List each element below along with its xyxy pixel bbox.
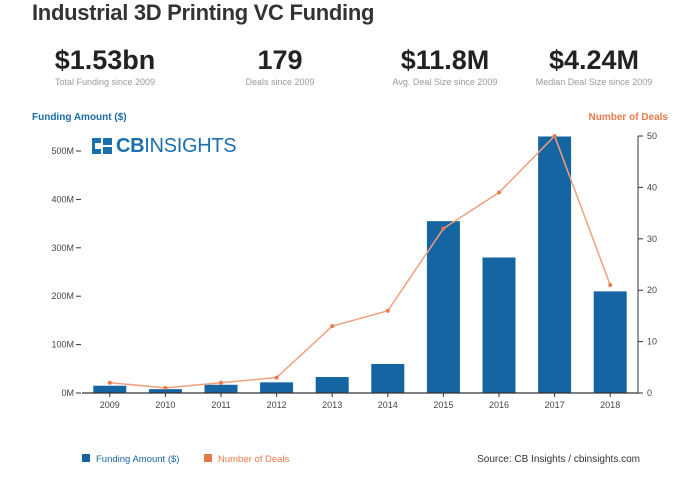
stat-label: Avg. Deal Size since 2009 bbox=[392, 77, 498, 87]
x-tick-label: 2009 bbox=[100, 400, 120, 410]
x-tick-label: 2015 bbox=[433, 400, 453, 410]
y-right-tick-label: 50 bbox=[647, 131, 657, 141]
x-tick-label: 2018 bbox=[600, 400, 620, 410]
bar-2009 bbox=[93, 385, 127, 393]
stat-label: Deals since 2009 bbox=[245, 77, 315, 87]
bar-2017 bbox=[538, 136, 572, 394]
deals-line bbox=[109, 134, 611, 389]
y-left-tick-label: 300M bbox=[51, 243, 74, 253]
bar-2015 bbox=[426, 221, 460, 393]
bar-2011 bbox=[204, 384, 238, 393]
bar-2016 bbox=[482, 257, 516, 393]
stat-deals: 179 Deals since 2009 bbox=[205, 44, 355, 88]
stat-value: $1.53bn bbox=[54, 45, 156, 75]
y-right-axis-title: Number of Deals bbox=[588, 112, 668, 123]
stat-value: 179 bbox=[257, 45, 303, 75]
y-right-tick-label: 10 bbox=[647, 337, 657, 347]
summary-stats: $1.53bn Total Funding since 2009 179 Dea… bbox=[30, 44, 670, 94]
stat-avg-deal-size: $11.8M Avg. Deal Size since 2009 bbox=[360, 44, 530, 88]
deals-point-2011 bbox=[219, 380, 223, 385]
deals-point-2012 bbox=[274, 375, 279, 380]
deals-line-group bbox=[107, 134, 613, 390]
stat-label: Total Funding since 2009 bbox=[54, 77, 156, 87]
logo-text-bold: CB bbox=[116, 135, 145, 157]
y-left-tick-label: 200M bbox=[51, 291, 74, 301]
cbinsights-logo-icon bbox=[92, 138, 112, 154]
legend-item-deals: Number of Deals bbox=[204, 453, 289, 467]
stat-value: $4.24M bbox=[548, 45, 640, 75]
x-tick-label: 2012 bbox=[267, 400, 287, 410]
y-left-tick-label: 500M bbox=[51, 146, 74, 156]
x-tick-label: 2016 bbox=[489, 400, 509, 410]
bar-2013 bbox=[315, 377, 349, 393]
stat-median-deal-size: $4.24M Median Deal Size since 2009 bbox=[518, 44, 670, 88]
y-left-tick-label: 400M bbox=[51, 194, 74, 204]
deals-point-2016 bbox=[497, 190, 501, 195]
stat-value: $11.8M bbox=[400, 45, 490, 75]
deals-point-2018 bbox=[608, 283, 613, 288]
y-left-axis-title: Funding Amount ($) bbox=[32, 112, 127, 123]
y-right-tick-label: 20 bbox=[647, 285, 657, 295]
bar-2010 bbox=[148, 389, 182, 393]
bar-2012 bbox=[260, 382, 294, 393]
deals-point-2010 bbox=[163, 385, 168, 390]
deals-point-2017 bbox=[552, 134, 557, 138]
bar-2014 bbox=[371, 363, 405, 393]
deals-point-2013 bbox=[330, 324, 335, 329]
bars-group bbox=[93, 136, 627, 394]
deals-point-2014 bbox=[385, 308, 390, 313]
axes-group: 2009 2010 2011 2012 2013 2014 2015 2016 2017 2018… bbox=[51, 131, 657, 410]
legend-item-funding: Funding Amount ($) bbox=[82, 453, 179, 467]
x-tick-label: 2014 bbox=[378, 400, 398, 410]
stat-total-funding: $1.53bn Total Funding since 2009 bbox=[30, 44, 180, 88]
x-tick-label: 2010 bbox=[155, 400, 175, 410]
deals-point-2009 bbox=[107, 380, 112, 385]
cbinsights-logo-text: CBINSIGHTS bbox=[116, 134, 237, 158]
source-note: Source: CB Insights / cbinsights.com bbox=[477, 454, 640, 465]
legend-swatch-deals bbox=[204, 454, 212, 463]
x-tick-label: 2011 bbox=[211, 400, 230, 410]
legend-swatch-funding bbox=[82, 454, 90, 463]
y-right-tick-label: 40 bbox=[647, 182, 657, 192]
y-left-tick-label: 0M bbox=[61, 388, 74, 398]
y-right-tick-label: 30 bbox=[647, 234, 657, 244]
x-tick-label: 2013 bbox=[322, 400, 342, 410]
x-tick-label: 2017 bbox=[545, 400, 565, 410]
chart-title: Industrial 3D Printing VC Funding bbox=[32, 0, 375, 25]
logo-text-regular: INSIGHTS bbox=[144, 135, 237, 157]
y-right-tick-label: 0 bbox=[647, 388, 652, 398]
legend-label-funding: Funding Amount ($) bbox=[96, 454, 180, 465]
bar-2018 bbox=[593, 291, 627, 393]
legend-label-deals: Number of Deals bbox=[218, 454, 290, 465]
deals-point-2015 bbox=[441, 226, 446, 231]
stat-label: Median Deal Size since 2009 bbox=[535, 77, 653, 87]
y-left-tick-label: 100M bbox=[51, 340, 74, 350]
